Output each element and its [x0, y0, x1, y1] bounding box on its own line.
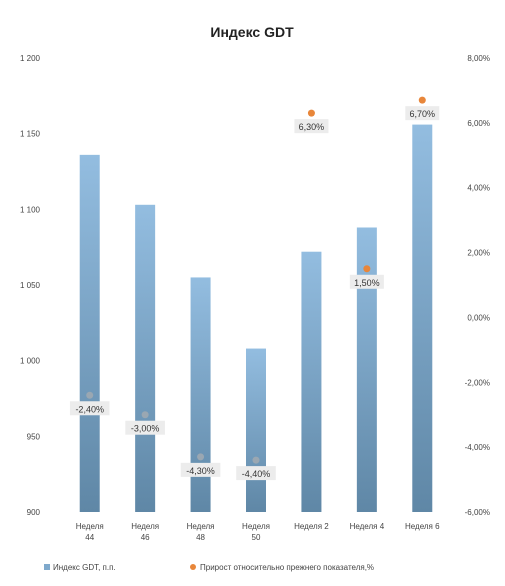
- x-axis-tick-label: Неделя 4: [350, 522, 385, 531]
- growth-series: -2,40% -3,00% -4,30% -4,40% 6,30% 1,50% 6,70%: [69, 96, 440, 481]
- left-axis-tick-label: 900: [27, 508, 41, 517]
- growth-label: -3,00%: [131, 424, 160, 434]
- bar: [412, 124, 433, 512]
- growth-label-bg: [69, 401, 110, 416]
- growth-point: [363, 265, 371, 273]
- legend-swatch-point: [190, 564, 196, 570]
- growth-label: -4,40%: [242, 469, 271, 479]
- bar: [301, 251, 322, 512]
- left-axis-tick-label: 1 050: [20, 281, 41, 290]
- legend-swatch-bar: [44, 564, 50, 570]
- right-axis: -6,00% -4,00% -2,00% 0,00% 2,00% 4,00% 6,00% 8,…: [465, 54, 490, 517]
- growth-point: [418, 96, 426, 104]
- left-axis-tick-label: 1 100: [20, 205, 41, 214]
- left-axis: 900 950 1 000 1 050 1 100 1 150 1 200: [20, 54, 41, 517]
- right-axis-tick-label: 8,00%: [467, 54, 490, 63]
- growth-point: [307, 109, 315, 117]
- growth-label-bg: [236, 466, 276, 481]
- bar: [190, 277, 211, 512]
- x-axis-tick-label: Неделя 50: [242, 522, 270, 542]
- left-axis-tick-label: 1 200: [20, 54, 41, 63]
- legend: Индекс GDT, п.п. Прирост относительно пре…: [44, 563, 374, 572]
- growth-label: 6,30%: [299, 122, 325, 132]
- bar-series: [79, 124, 433, 512]
- left-axis-tick-label: 1 000: [20, 357, 41, 366]
- right-axis-tick-label: 6,00%: [467, 119, 490, 128]
- bar: [246, 348, 266, 512]
- right-axis-tick-label: 4,00%: [467, 184, 490, 193]
- x-axis-tick-label: Неделя 6: [405, 522, 440, 531]
- growth-label: -2,40%: [75, 404, 104, 414]
- growth-label: 6,70%: [410, 109, 436, 119]
- growth-label: 1,50%: [354, 278, 380, 288]
- growth-point: [141, 411, 149, 419]
- x-axis-tick-label: Неделя 48: [187, 522, 215, 542]
- growth-label-bg: [349, 274, 384, 289]
- legend-item-bar: Индекс GDT, п.п.: [53, 563, 116, 572]
- growth-label-bg: [405, 106, 440, 121]
- growth-label: -4,30%: [186, 466, 215, 476]
- right-axis-tick-label: -4,00%: [465, 443, 490, 452]
- growth-point: [252, 456, 260, 464]
- bar: [79, 154, 100, 512]
- x-axis-tick-label: Неделя 2: [294, 522, 329, 531]
- right-axis-tick-label: -6,00%: [465, 508, 490, 517]
- growth-point: [197, 453, 205, 461]
- left-axis-tick-label: 950: [27, 432, 41, 441]
- x-axis-tick-label: Неделя 44: [76, 522, 104, 542]
- bar: [135, 204, 156, 512]
- bar: [356, 227, 377, 512]
- legend-item-point: Прирост относительно прежнего показателя…: [200, 563, 374, 572]
- growth-label-bg: [180, 462, 221, 477]
- x-axis-tick-label: Неделя 46: [131, 522, 159, 542]
- growth-point: [86, 391, 94, 399]
- left-axis-tick-label: 1 150: [20, 130, 41, 139]
- right-axis-tick-label: 2,00%: [467, 249, 490, 258]
- right-axis-tick-label: -2,00%: [465, 378, 490, 387]
- growth-label-bg: [125, 420, 165, 435]
- right-axis-tick-label: 0,00%: [467, 313, 490, 322]
- chart-title: Индекс GDT: [210, 24, 294, 40]
- growth-label-bg: [294, 119, 329, 134]
- x-axis: Неделя 44 Неделя 46 Неделя 48 Неделя 50 Неделя 2…: [76, 522, 440, 542]
